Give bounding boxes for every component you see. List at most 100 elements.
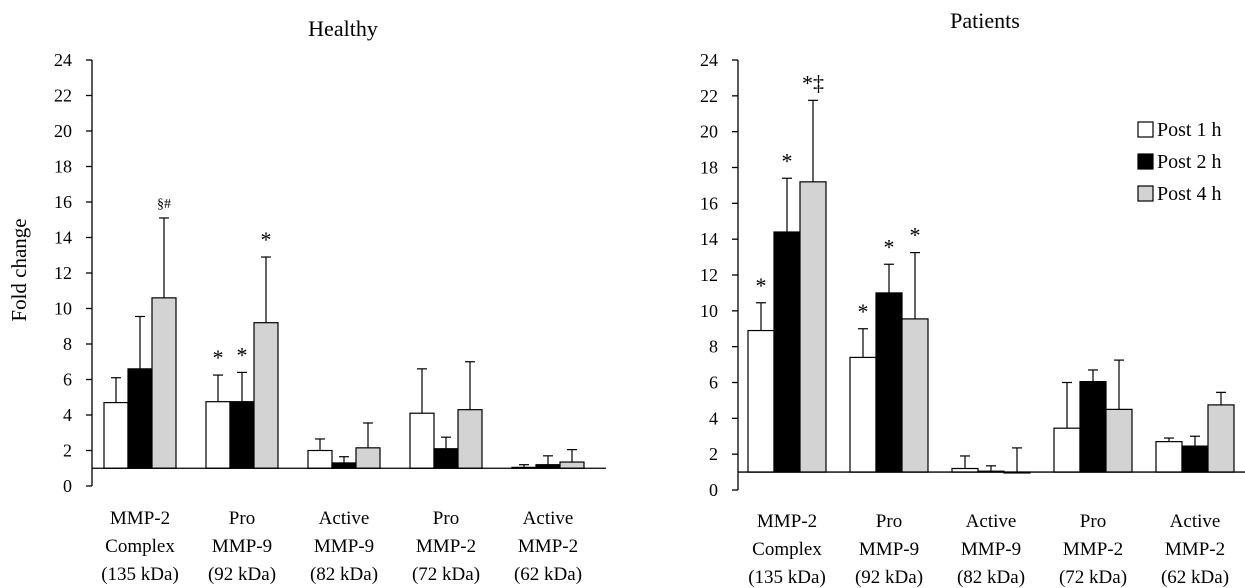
category-label: (135 kDa) (748, 567, 826, 588)
category-label: (135 kDa) (101, 564, 179, 585)
category-label: Pro (876, 511, 902, 532)
y-tick-label: 2 (709, 444, 718, 464)
category-label: (72 kDa) (1059, 567, 1127, 588)
bar (747, 329, 775, 473)
category-label: (62 kDa) (514, 564, 582, 585)
bar (307, 449, 333, 469)
legend-label: Post 4 h (1157, 183, 1221, 205)
category-label: Pro (229, 508, 255, 529)
y-tick-label: 2 (63, 441, 72, 461)
category-label: MMP-2 (1165, 539, 1225, 560)
y-tick-label: 16 (700, 193, 718, 213)
bar (127, 368, 153, 469)
category-label: MMP-9 (314, 536, 374, 557)
significance-marker: §# (157, 197, 171, 212)
y-tick-label: 12 (700, 265, 718, 285)
category-label: MMP-2 (110, 508, 170, 529)
category-label: (82 kDa) (957, 567, 1025, 588)
category-label: (62 kDa) (1161, 567, 1229, 588)
significance-marker: * (884, 234, 895, 259)
chart-title: Patients (950, 8, 1020, 33)
category-label: (82 kDa) (310, 564, 378, 585)
bar (1105, 408, 1133, 473)
y-tick-label: 22 (54, 86, 72, 106)
legend-swatch (1137, 185, 1154, 202)
bar (799, 181, 827, 473)
y-tick-label: 18 (54, 157, 72, 177)
bar (409, 412, 435, 469)
bar (331, 462, 357, 469)
bar (901, 318, 929, 473)
y-tick-label: 6 (63, 370, 72, 390)
bar (151, 297, 177, 469)
y-tick-label: 4 (709, 408, 718, 428)
bar (559, 461, 585, 469)
category-label: (92 kDa) (208, 564, 276, 585)
bar (1053, 427, 1081, 473)
bar (773, 231, 801, 473)
y-tick-label: 6 (709, 373, 718, 393)
y-tick-label: 16 (54, 192, 72, 212)
category-label: (92 kDa) (855, 567, 923, 588)
category-label: Pro (433, 508, 459, 529)
y-tick-label: 18 (700, 158, 718, 178)
bar (1181, 445, 1209, 473)
bar (205, 401, 231, 469)
category-label: Active (966, 511, 1017, 532)
y-tick-label: 14 (54, 228, 72, 248)
significance-marker: * (261, 227, 272, 252)
significance-marker: * (782, 148, 793, 173)
category-label: Active (319, 508, 370, 529)
bar (875, 292, 903, 473)
category-label: MMP-2 (1063, 539, 1123, 560)
healthy-panel: Healthy Fold change 02468101214161820222… (7, 16, 606, 585)
category-label: Active (1170, 511, 1221, 532)
bar (457, 409, 483, 469)
y-axis-label: Fold change (7, 218, 31, 321)
category-label: MMP-2 (416, 536, 476, 557)
significance-marker: * (910, 223, 921, 248)
y-tick-label: 12 (54, 263, 72, 283)
bar (103, 401, 129, 469)
y-tick-label: 10 (54, 299, 72, 319)
category-label: MMP-9 (859, 539, 919, 560)
y-tick-label: 0 (709, 480, 718, 500)
significance-marker: * (756, 273, 767, 298)
significance-marker: * (237, 342, 248, 367)
legend: Post 1 h Post 2 h Post 4 h (1137, 119, 1221, 205)
bar (1155, 441, 1183, 473)
y-tick-label: 20 (54, 121, 72, 141)
significance-marker: * (213, 345, 224, 370)
y-tick-label: 0 (63, 476, 72, 496)
category-label: Pro (1080, 511, 1106, 532)
bar (253, 322, 279, 469)
category-label: MMP-2 (757, 511, 817, 532)
category-label: Complex (105, 536, 175, 557)
bar (433, 448, 459, 469)
category-label: Complex (752, 539, 822, 560)
bar (849, 356, 877, 473)
y-tick-label: 4 (63, 405, 72, 425)
y-tick-label: 14 (700, 229, 718, 249)
category-label: MMP-9 (212, 536, 272, 557)
category-label: (72 kDa) (412, 564, 480, 585)
y-tick-label: 10 (700, 301, 718, 321)
category-label: MMP-2 (518, 536, 578, 557)
chart-title: Healthy (308, 16, 378, 41)
bar (1079, 381, 1107, 473)
bar (355, 447, 381, 469)
category-label: Active (523, 508, 574, 529)
y-tick-label: 20 (700, 122, 718, 142)
category-label: MMP-9 (961, 539, 1021, 560)
y-tick-label: 24 (54, 50, 72, 70)
legend-swatch (1137, 153, 1154, 170)
y-tick-label: 24 (700, 50, 718, 70)
y-tick-label: 8 (63, 334, 72, 354)
y-tick-label: 22 (700, 86, 718, 106)
bar (1207, 404, 1235, 473)
significance-marker: *‡ (802, 70, 824, 95)
legend-label: Post 2 h (1157, 151, 1221, 173)
legend-label: Post 1 h (1157, 119, 1221, 141)
